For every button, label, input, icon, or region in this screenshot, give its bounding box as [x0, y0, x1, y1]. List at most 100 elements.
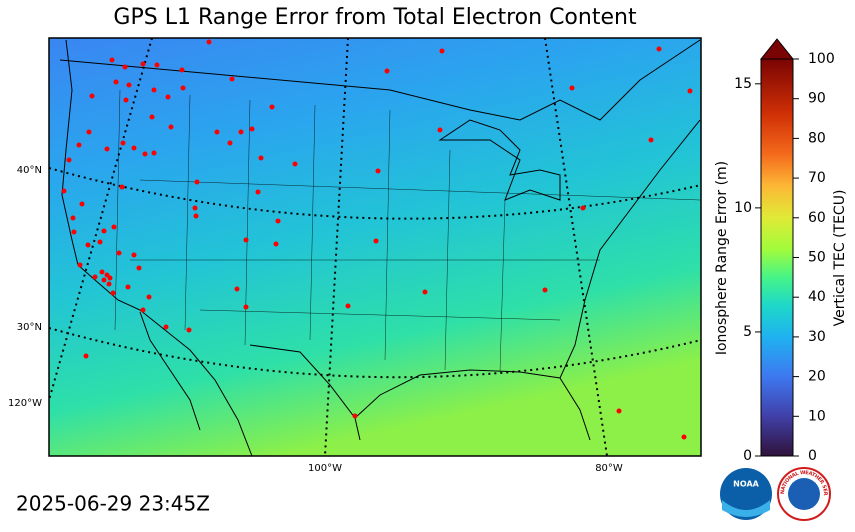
station	[163, 324, 169, 330]
station	[71, 229, 77, 235]
station	[569, 85, 575, 91]
station	[89, 93, 95, 99]
station	[146, 294, 152, 300]
tick-label: 50	[808, 250, 826, 266]
map-background	[49, 38, 701, 456]
station	[542, 287, 548, 293]
station	[131, 145, 137, 151]
station	[227, 140, 233, 146]
colorbar-label: Vertical TEC (TECU)	[832, 190, 848, 327]
station	[101, 277, 107, 283]
station	[439, 48, 445, 54]
station	[76, 142, 82, 148]
station	[681, 434, 687, 440]
colorbar-label: Ionosphere Range Error (m)	[714, 161, 730, 355]
timestamp: 2025-06-29 23:45Z	[16, 492, 210, 516]
station	[292, 161, 298, 167]
title: GPS L1 Range Error from Total Electron C…	[113, 5, 637, 30]
tick-label: 10	[734, 200, 752, 216]
station	[113, 79, 119, 85]
station	[116, 250, 122, 256]
station	[110, 290, 116, 296]
lon-label: 120°W	[8, 398, 42, 409]
station	[85, 242, 91, 248]
station	[243, 304, 249, 310]
lat-label: 40°N	[17, 165, 42, 176]
station	[656, 46, 662, 52]
station	[151, 150, 157, 156]
station	[109, 57, 115, 63]
noaa-text: NOAA	[733, 480, 759, 489]
lat-label: 30°N	[17, 322, 42, 333]
station	[352, 413, 358, 419]
station	[106, 281, 112, 287]
station	[101, 228, 107, 234]
station	[131, 252, 137, 258]
station	[255, 189, 261, 195]
tick-label: 0	[808, 448, 817, 464]
station	[136, 265, 142, 271]
station	[229, 76, 235, 82]
station	[77, 262, 83, 268]
station	[107, 275, 113, 281]
tick-label: 90	[808, 91, 826, 107]
tick-label: 15	[734, 76, 752, 92]
station	[373, 238, 379, 244]
station	[61, 188, 67, 194]
tick-label: 70	[808, 170, 826, 186]
graticule	[49, 38, 701, 456]
station	[249, 126, 255, 132]
station	[422, 289, 428, 295]
station	[119, 184, 125, 190]
station	[168, 124, 174, 130]
station	[123, 97, 129, 103]
station	[192, 205, 198, 211]
station	[194, 179, 200, 185]
station	[97, 239, 103, 245]
station	[126, 82, 132, 88]
station	[258, 155, 264, 161]
station	[273, 241, 279, 247]
station	[140, 307, 146, 313]
station	[375, 168, 381, 174]
station	[206, 39, 212, 45]
station	[180, 85, 186, 91]
station	[580, 205, 586, 211]
station	[214, 129, 220, 135]
station	[243, 237, 249, 243]
station	[86, 129, 92, 135]
station	[99, 269, 105, 275]
noaa-logo: NOAA	[720, 468, 772, 520]
colorbar-extend	[759, 38, 795, 60]
station	[437, 127, 443, 133]
station	[345, 303, 351, 309]
station	[125, 284, 131, 290]
tick-label: 60	[808, 210, 826, 226]
station	[384, 68, 390, 74]
station	[79, 201, 85, 207]
station	[66, 157, 72, 163]
station	[269, 104, 275, 110]
map	[49, 38, 701, 456]
tick-label: 5	[743, 324, 752, 340]
station	[186, 327, 192, 333]
tick-label: 100	[808, 51, 835, 67]
station	[104, 146, 110, 152]
station	[238, 129, 244, 135]
station	[165, 94, 171, 100]
station	[70, 215, 76, 221]
map-frame	[48, 37, 702, 457]
station	[149, 114, 155, 120]
station	[122, 64, 128, 70]
station	[142, 151, 148, 157]
tick-label: 20	[808, 369, 826, 385]
tick-label: 30	[808, 329, 826, 345]
tick-label: 80	[808, 130, 826, 146]
stations	[61, 39, 693, 440]
station	[234, 286, 240, 292]
station	[154, 62, 160, 68]
station	[648, 137, 654, 143]
coastlines	[59, 39, 701, 456]
tick-label: 10	[808, 408, 826, 424]
